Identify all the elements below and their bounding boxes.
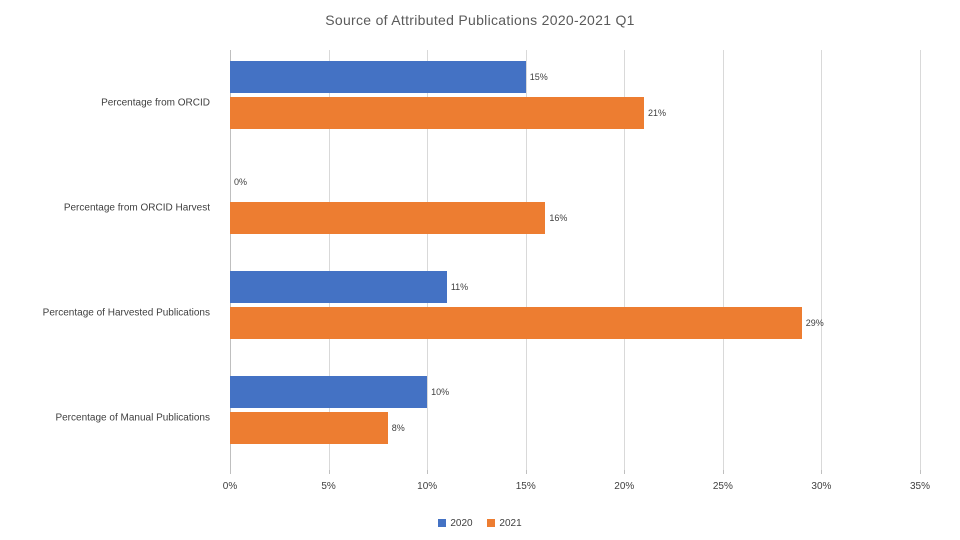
data-label: 10% <box>431 387 449 397</box>
bar-2021: 8% <box>230 412 388 444</box>
bar-2021: 21% <box>230 97 644 129</box>
x-tick <box>427 470 428 474</box>
category-label: Percentage from ORCID <box>0 97 220 108</box>
bar-2020: 10% <box>230 376 427 408</box>
x-tick <box>624 470 625 474</box>
x-tick <box>821 470 822 474</box>
data-label: 16% <box>549 213 567 223</box>
x-tick-label: 10% <box>417 481 437 492</box>
data-label: 29% <box>806 318 824 328</box>
category-group: 15% 21% <box>230 50 920 155</box>
data-label: 8% <box>392 423 405 433</box>
x-tick <box>329 470 330 474</box>
legend-item-2020: 2020 <box>438 518 472 529</box>
x-tick <box>230 470 231 474</box>
legend-swatch-2021 <box>487 519 495 527</box>
data-label: 0% <box>234 177 247 187</box>
data-label: 21% <box>648 108 666 118</box>
plot-area: 0%5%10%15%20%25%30%35%15%21%0%16%11%29%1… <box>230 50 920 470</box>
chart-title: Source of Attributed Publications 2020-2… <box>0 0 960 28</box>
x-tick-label: 0% <box>223 481 237 492</box>
x-tick <box>920 470 921 474</box>
data-label: 15% <box>530 72 548 82</box>
data-label: 11% <box>451 282 468 292</box>
legend-label-2020: 2020 <box>450 518 472 529</box>
legend-swatch-2020 <box>438 519 446 527</box>
category-group: 10% 8% <box>230 365 920 470</box>
category-label: Percentage from ORCID Harvest <box>0 202 220 213</box>
bar-2021: 29% <box>230 307 802 339</box>
bar-2021: 16% <box>230 202 545 234</box>
category-label: Percentage of Harvested Publications <box>0 307 220 318</box>
gridline <box>920 50 921 470</box>
category-label: Percentage of Manual Publications <box>0 412 220 423</box>
x-tick-label: 5% <box>321 481 335 492</box>
bar-2020: 11% <box>230 271 447 303</box>
x-tick-label: 35% <box>910 481 930 492</box>
legend: 2020 2021 <box>0 518 960 531</box>
x-tick <box>723 470 724 474</box>
x-tick-label: 25% <box>713 481 733 492</box>
x-tick-label: 20% <box>614 481 634 492</box>
x-tick-label: 15% <box>516 481 536 492</box>
legend-item-2021: 2021 <box>487 518 521 529</box>
x-tick-label: 30% <box>811 481 831 492</box>
bar-2020: 15% <box>230 61 526 93</box>
x-tick <box>526 470 527 474</box>
category-group: 0% 16% <box>230 155 920 260</box>
legend-label-2021: 2021 <box>499 518 521 529</box>
category-group: 11% 29% <box>230 260 920 365</box>
